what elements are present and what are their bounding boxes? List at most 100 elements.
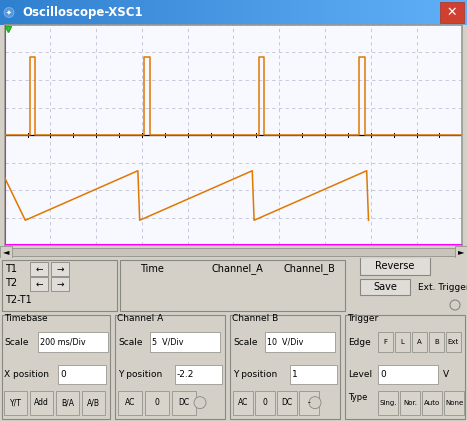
Bar: [145, 391, 169, 415]
Text: Nor.: Nor.: [403, 400, 417, 406]
Text: Sing.: Sing.: [379, 400, 397, 406]
Text: →: →: [56, 280, 64, 288]
Text: Ext: Ext: [448, 339, 459, 345]
Text: Y position: Y position: [118, 370, 162, 379]
Text: T2-T1: T2-T1: [5, 295, 32, 305]
Text: Scale: Scale: [233, 338, 257, 346]
Text: ←: ←: [35, 264, 43, 274]
Text: A: A: [417, 339, 422, 345]
Text: L: L: [401, 339, 404, 345]
Text: -: -: [308, 398, 311, 407]
Text: Type: Type: [348, 393, 368, 402]
Text: Channel_A: Channel_A: [212, 264, 264, 274]
Text: Oscilloscope-XSC1: Oscilloscope-XSC1: [22, 6, 142, 19]
Text: Edge: Edge: [348, 338, 371, 346]
Bar: [30, 391, 53, 415]
Bar: [120, 260, 345, 311]
Bar: [51, 262, 69, 276]
Text: DC: DC: [178, 398, 190, 407]
Text: Level: Level: [348, 370, 372, 379]
Text: 0: 0: [380, 370, 386, 379]
Text: T1: T1: [5, 264, 17, 274]
Bar: [412, 333, 427, 352]
Text: ◄: ◄: [3, 248, 9, 256]
Text: Channel A: Channel A: [117, 314, 163, 323]
Text: Trigger: Trigger: [347, 314, 378, 323]
Bar: [2, 260, 117, 311]
Bar: [30, 277, 48, 291]
Bar: [345, 315, 465, 419]
Text: 200 ms/Div: 200 ms/Div: [40, 338, 85, 346]
Text: X position: X position: [4, 370, 49, 379]
Text: A/B: A/B: [87, 398, 100, 407]
Text: 1: 1: [292, 370, 298, 379]
Text: ✦: ✦: [6, 10, 12, 16]
Text: 0: 0: [155, 398, 159, 407]
Text: B/A: B/A: [61, 398, 74, 407]
Text: 5  V/Div: 5 V/Div: [152, 338, 184, 346]
Bar: [378, 333, 393, 352]
Text: AC: AC: [238, 398, 248, 407]
Text: Time: Time: [140, 264, 164, 274]
Bar: [0, 246, 12, 258]
Text: Save: Save: [373, 282, 397, 292]
Bar: [150, 333, 220, 352]
Bar: [58, 365, 106, 384]
Text: Timebase: Timebase: [4, 314, 48, 323]
Bar: [360, 257, 430, 275]
Text: Ext. Trigger: Ext. Trigger: [418, 282, 467, 291]
Bar: [400, 391, 420, 415]
Text: 0: 0: [262, 398, 268, 407]
Bar: [444, 391, 464, 415]
Bar: [378, 365, 438, 384]
Text: ►: ►: [458, 248, 464, 256]
Bar: [175, 365, 222, 384]
Bar: [290, 365, 337, 384]
Bar: [429, 333, 444, 352]
Bar: [422, 391, 442, 415]
Text: Auto: Auto: [424, 400, 440, 406]
Bar: [4, 391, 27, 415]
Text: None: None: [445, 400, 463, 406]
Bar: [299, 391, 319, 415]
Bar: [455, 246, 467, 258]
Circle shape: [450, 300, 460, 310]
Bar: [230, 315, 340, 419]
Text: Channel_B: Channel_B: [284, 264, 336, 274]
Bar: [277, 391, 297, 415]
Text: T2: T2: [5, 278, 17, 288]
Bar: [440, 2, 464, 23]
Text: Y/T: Y/T: [9, 398, 21, 407]
Text: Scale: Scale: [118, 338, 142, 346]
Bar: [255, 391, 275, 415]
Bar: [265, 333, 335, 352]
Circle shape: [4, 8, 14, 18]
Bar: [446, 333, 461, 352]
Text: 10  V/Div: 10 V/Div: [267, 338, 304, 346]
Circle shape: [309, 397, 321, 409]
Text: Scale: Scale: [4, 338, 28, 346]
Bar: [30, 262, 48, 276]
Text: Add: Add: [34, 398, 49, 407]
Bar: [360, 279, 410, 295]
Bar: [172, 391, 196, 415]
Bar: [38, 333, 108, 352]
Text: ✕: ✕: [447, 6, 457, 19]
Text: -2.2: -2.2: [177, 370, 194, 379]
Text: Reverse: Reverse: [375, 261, 415, 271]
Bar: [51, 277, 69, 291]
Text: F: F: [383, 339, 388, 345]
Bar: [395, 333, 410, 352]
Text: Y position: Y position: [233, 370, 277, 379]
Circle shape: [194, 397, 206, 409]
Bar: [115, 315, 225, 419]
Text: AC: AC: [125, 398, 135, 407]
Bar: [56, 391, 79, 415]
Bar: [233, 391, 253, 415]
Text: ←: ←: [35, 280, 43, 288]
Text: V: V: [443, 370, 449, 379]
Bar: [118, 391, 142, 415]
Text: Channel B: Channel B: [232, 314, 278, 323]
Bar: [2, 315, 110, 419]
Text: →: →: [56, 264, 64, 274]
